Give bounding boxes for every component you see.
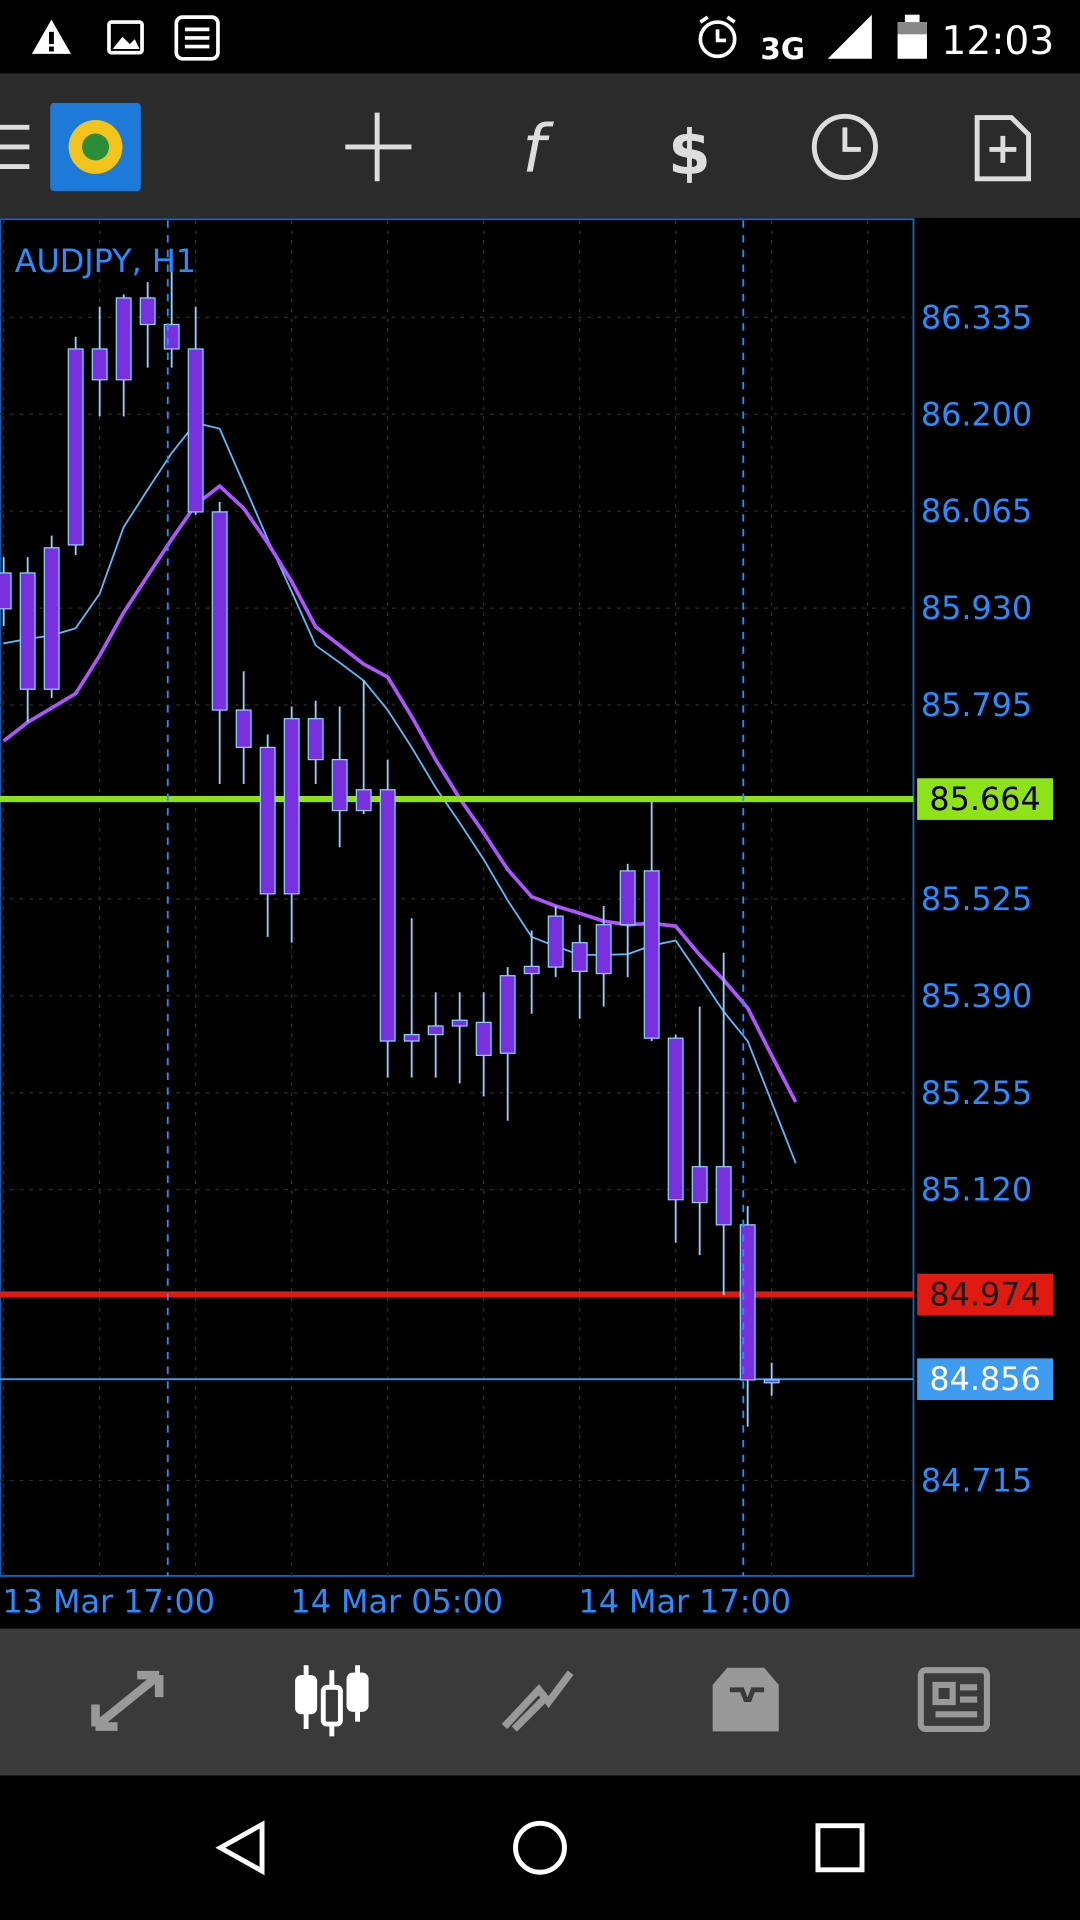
candle-body — [43, 547, 60, 690]
y-tick-label: 85.525 — [921, 880, 1032, 918]
clock: 12:03 — [941, 19, 1054, 64]
back-button[interactable] — [215, 1820, 265, 1876]
news-tab[interactable] — [917, 1667, 990, 1733]
system-nav — [0, 1775, 1080, 1920]
signal-icon — [827, 14, 872, 59]
symbol-title: AUDJPY, H1 — [15, 242, 196, 280]
y-tick-label: 85.930 — [921, 589, 1032, 627]
candle-body — [19, 572, 36, 690]
price-level-label: 85.664 — [929, 780, 1040, 818]
candle-body — [115, 297, 132, 381]
candle-body — [427, 1025, 444, 1036]
moving-average-line — [2, 483, 798, 1103]
candle-body — [331, 758, 348, 812]
candle-body — [715, 1166, 732, 1226]
price-level-box — [917, 778, 1054, 820]
candle-body — [67, 348, 84, 546]
network-type: 3G — [760, 32, 805, 66]
recents-button[interactable] — [815, 1823, 865, 1873]
plot — [0, 220, 914, 1576]
app-logo-inner — [82, 133, 109, 161]
candle-body — [355, 789, 372, 812]
price-level-box — [917, 1273, 1054, 1316]
candle-body — [667, 1037, 684, 1201]
candle-body — [283, 718, 300, 895]
trade-button[interactable]: $ — [668, 118, 711, 189]
y-tick-label: 85.120 — [921, 1171, 1032, 1209]
candle-body — [211, 511, 228, 711]
price-level-box — [917, 1358, 1054, 1401]
history-tab[interactable] — [712, 1667, 779, 1732]
candle-body — [523, 965, 540, 975]
candle-body — [139, 297, 156, 326]
timeframe-button[interactable] — [811, 113, 878, 180]
candle-body — [691, 1166, 708, 1204]
price-level-label: 84.974 — [929, 1275, 1040, 1313]
y-tick-label: 86.065 — [921, 492, 1032, 530]
y-tick-label: 85.390 — [921, 977, 1032, 1015]
candle-body — [571, 942, 588, 973]
new-order-button[interactable] — [974, 115, 1032, 182]
candle-body — [187, 348, 204, 513]
candle-body — [235, 709, 252, 749]
y-tick-label: 85.255 — [921, 1074, 1032, 1112]
y-tick-label: 86.335 — [921, 298, 1032, 336]
x-tick-label: 13 Mar 17:00 — [2, 1583, 215, 1621]
chart-tab[interactable] — [295, 1665, 369, 1737]
status-icons — [31, 15, 737, 61]
price-level-label: 84.856 — [929, 1360, 1040, 1398]
quotes-tab[interactable] — [91, 1670, 164, 1731]
moving-average-line — [3, 421, 797, 1164]
candle-body — [643, 870, 660, 1039]
toolbar — [0, 73, 1080, 218]
candle-body — [499, 975, 516, 1054]
battery-empty — [897, 22, 927, 35]
candle-body — [619, 870, 636, 926]
chart-area[interactable] — [0, 218, 915, 1577]
trade-tab[interactable] — [501, 1670, 574, 1732]
candle-body — [451, 1019, 468, 1027]
crosshair-button[interactable] — [345, 112, 412, 182]
candle-body — [475, 1021, 492, 1057]
y-tick-label: 84.715 — [921, 1461, 1032, 1499]
candle-body — [91, 348, 108, 381]
candle-body — [163, 323, 180, 350]
y-tick-label: 85.795 — [921, 686, 1032, 724]
home-button[interactable] — [513, 1820, 567, 1875]
y-tick-label: 86.200 — [921, 395, 1032, 433]
battery-tip — [904, 14, 920, 24]
candle-body — [547, 915, 564, 968]
candle-body — [259, 746, 276, 895]
x-tick-label: 14 Mar 17:00 — [578, 1583, 791, 1621]
candle-body — [379, 789, 396, 1042]
candle-body — [763, 1379, 780, 1384]
candle-body — [0, 572, 12, 610]
x-tick-label: 14 Mar 05:00 — [290, 1583, 503, 1621]
candle-body — [595, 924, 612, 975]
candle-body — [403, 1033, 420, 1042]
candle-body — [307, 718, 324, 761]
menu-button[interactable] — [0, 124, 30, 169]
